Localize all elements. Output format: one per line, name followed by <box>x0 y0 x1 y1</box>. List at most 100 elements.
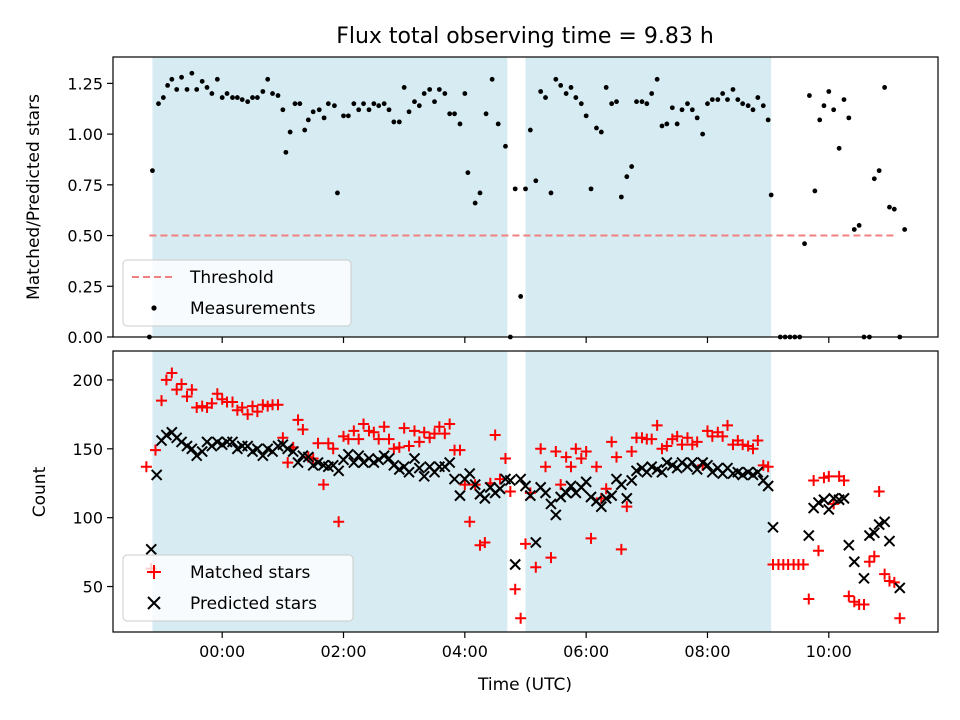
matched-star-point <box>363 425 375 437</box>
measurement-point <box>806 93 812 98</box>
matched-star-point <box>509 583 521 595</box>
measurement-point <box>614 99 619 105</box>
matched-star-point <box>550 446 562 458</box>
measurement-point <box>209 91 215 96</box>
matched-star-point <box>812 545 824 557</box>
matched-star-point <box>530 561 542 573</box>
measurement-point <box>204 85 210 90</box>
x-tick-label: 02:00 <box>320 642 366 661</box>
measurement-point <box>396 119 402 125</box>
predicted-star-point <box>878 516 891 528</box>
y-tick-label: 50 <box>83 578 103 597</box>
y-axis-label-ratio: Matched/Predicted stars <box>24 94 44 300</box>
matched-star-point <box>186 384 198 396</box>
measurement-point <box>412 99 417 105</box>
measurement-point <box>366 107 372 113</box>
predicted-star-point <box>479 492 491 505</box>
predicted-star-point <box>281 443 294 455</box>
matched-star-point <box>479 536 491 548</box>
measurement-point <box>558 83 564 88</box>
predicted-star-point <box>418 470 430 483</box>
predicted-star-point <box>630 465 643 477</box>
matched-star-point <box>737 439 749 451</box>
measurement-point <box>421 91 427 96</box>
measurement-point <box>709 97 715 103</box>
matched-star-point <box>818 472 830 484</box>
matched-star-point <box>160 374 172 386</box>
predicted-star-point <box>463 467 476 480</box>
measurement-point <box>234 95 240 100</box>
measurement-point <box>765 117 771 123</box>
measurement-point <box>629 164 635 169</box>
matched-star-point <box>368 426 380 438</box>
predicted-star-point <box>524 489 537 502</box>
matched-star-point <box>555 479 567 491</box>
measurement-point <box>160 95 166 100</box>
matched-star-point <box>499 452 511 464</box>
predicted-star-point <box>600 492 612 505</box>
measurement-point <box>335 190 340 196</box>
measurement-point <box>802 241 807 247</box>
measurement-point <box>609 101 615 107</box>
measurement-point <box>305 117 311 123</box>
measurement-point <box>345 113 351 119</box>
y-tick-label: 100 <box>72 509 103 528</box>
measurement-point <box>887 204 892 210</box>
legend-ratio: Threshold Measurements <box>122 259 352 327</box>
measurement-point <box>603 85 609 90</box>
measurement-point <box>150 168 155 174</box>
predicted-star-point <box>767 521 779 534</box>
matched-star-point <box>272 399 284 411</box>
measurement-point <box>325 101 331 107</box>
matched-star-point <box>600 483 612 495</box>
measurement-point <box>649 91 655 96</box>
measurement-point <box>401 85 407 90</box>
measurement-point <box>436 87 442 92</box>
measurement-point <box>156 101 161 107</box>
predicted-star-point <box>803 529 815 542</box>
predicted-star-point <box>287 445 299 458</box>
measurement-point <box>523 186 528 192</box>
measurement-point <box>654 76 660 82</box>
predicted-star-point <box>550 509 562 521</box>
measurement-point <box>882 85 888 90</box>
matched-star-point <box>358 418 370 430</box>
measurement-point <box>452 111 457 117</box>
measurement-point <box>851 227 857 232</box>
measurement-point <box>321 115 327 121</box>
measurement-point <box>568 85 574 90</box>
predicted-star-point <box>509 558 521 571</box>
measurement-point <box>457 121 463 127</box>
measurement-point <box>871 176 877 182</box>
matched-star-point <box>883 575 895 587</box>
measurement-point <box>503 143 508 149</box>
predicted-star-point <box>565 480 577 492</box>
predicted-star-point <box>454 489 466 502</box>
matched-star-point <box>540 461 552 473</box>
matched-star-point <box>418 426 430 438</box>
measurement-point <box>588 186 594 192</box>
measurement-point <box>705 101 710 107</box>
y-tick-label: 0.00 <box>67 328 103 347</box>
x-tick-label: 00:00 <box>199 642 245 661</box>
predicted-star-point <box>332 465 345 477</box>
predicted-star-point <box>838 492 850 505</box>
matched-star-point <box>413 436 425 448</box>
measurement-point <box>639 99 645 105</box>
matched-star-point <box>403 440 415 452</box>
x-tick-label: 04:00 <box>442 642 488 661</box>
predicted-star-point <box>530 536 542 549</box>
measurement-point <box>538 89 544 94</box>
matched-star-point <box>752 435 764 447</box>
predicted-star-point <box>302 451 315 463</box>
measurement-point <box>598 129 604 135</box>
y-tick-label: 1.25 <box>67 74 103 93</box>
measurement-point <box>685 101 690 107</box>
predicted-star-point <box>812 496 825 509</box>
predicted-star-point <box>519 480 532 492</box>
matched-star-point <box>808 474 820 486</box>
matched-star-point <box>312 437 324 449</box>
matched-star-point <box>171 384 183 396</box>
measurement-point <box>477 190 483 196</box>
measurement-point <box>283 149 289 155</box>
